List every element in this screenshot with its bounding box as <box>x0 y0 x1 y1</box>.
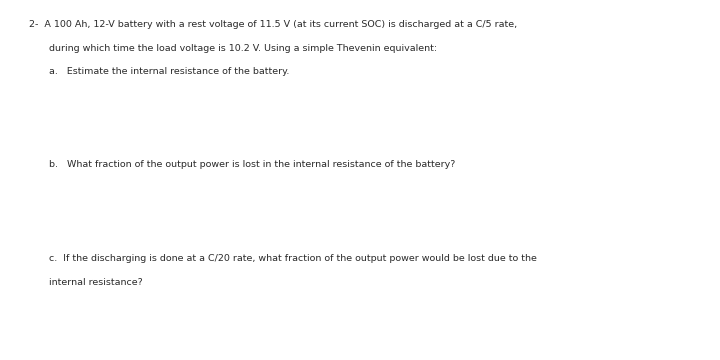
Text: b.   What fraction of the output power is lost in the internal resistance of the: b. What fraction of the output power is … <box>49 160 455 169</box>
Text: c.  If the discharging is done at a C/20 rate, what fraction of the output power: c. If the discharging is done at a C/20 … <box>49 254 537 263</box>
Text: internal resistance?: internal resistance? <box>49 278 143 287</box>
Text: during which time the load voltage is 10.2 V. Using a simple Thevenin equivalent: during which time the load voltage is 10… <box>49 44 437 53</box>
Text: 2-  A 100 Ah, 12-V battery with a rest voltage of 11.5 V (at its current SOC) is: 2- A 100 Ah, 12-V battery with a rest vo… <box>29 20 517 29</box>
Text: a.   Estimate the internal resistance of the battery.: a. Estimate the internal resistance of t… <box>49 67 289 76</box>
